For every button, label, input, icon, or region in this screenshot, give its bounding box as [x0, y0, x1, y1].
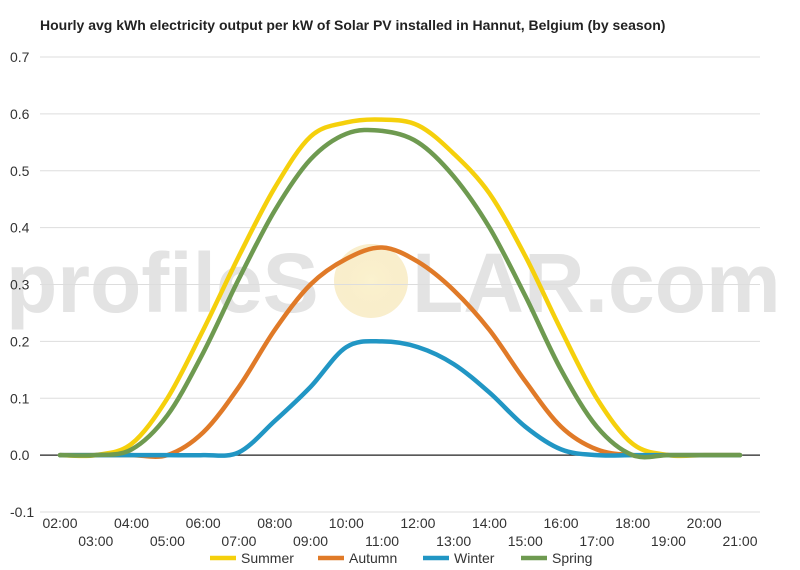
chart-title: Hourly avg kWh electricity output per kW…: [40, 17, 666, 33]
x-tick-label: 05:00: [150, 533, 185, 549]
x-tick-label: 16:00: [544, 515, 579, 531]
series-lines: [57, 117, 743, 460]
x-tick-label: 17:00: [579, 533, 614, 549]
legend-label-winter: Winter: [454, 550, 495, 566]
x-tick-label: 09:00: [293, 533, 328, 549]
x-tick-label: 19:00: [651, 533, 686, 549]
sun-logo-icon: [334, 244, 408, 318]
x-tick-label: 04:00: [114, 515, 149, 531]
x-tick-label: 13:00: [436, 533, 471, 549]
legend: Summer Autumn Winter Spring: [210, 550, 592, 566]
legend-label-summer: Summer: [241, 550, 294, 566]
x-tick-label: 10:00: [329, 515, 364, 531]
x-tick-label: 06:00: [186, 515, 221, 531]
legend-label-autumn: Autumn: [349, 550, 397, 566]
x-axis-ticks: 02:0003:0004:0005:0006:0007:0008:0009:00…: [42, 515, 757, 549]
gridlines: [40, 56, 760, 513]
profilesolar-watermark: profileS LAR.com: [6, 236, 781, 330]
legend-label-spring: Spring: [552, 550, 592, 566]
y-tick-label: 0.0: [10, 447, 30, 463]
x-tick-label: 02:00: [42, 515, 77, 531]
series-line-spring: [57, 127, 743, 460]
x-tick-label: 07:00: [221, 533, 256, 549]
x-tick-label: 12:00: [400, 515, 435, 531]
x-tick-label: 18:00: [615, 515, 650, 531]
y-tick-label: 0.4: [10, 220, 30, 236]
y-tick-label: 0.2: [10, 333, 30, 349]
y-tick-label: 0.1: [10, 390, 30, 406]
x-tick-label: 08:00: [257, 515, 292, 531]
y-tick-label: 0.6: [10, 106, 30, 122]
y-tick-label: 0.3: [10, 277, 30, 293]
x-tick-label: 03:00: [78, 533, 113, 549]
x-tick-label: 15:00: [508, 533, 543, 549]
series-line-summer: [57, 117, 743, 459]
y-tick-label: 0.7: [10, 49, 30, 65]
watermark-text-right: LAR.com: [412, 236, 781, 330]
x-tick-label: 21:00: [722, 533, 757, 549]
y-axis-ticks: -0.1 0.0 0.1 0.2 0.3 0.4 0.5 0.6 0.7: [10, 49, 34, 520]
x-tick-label: 14:00: [472, 515, 507, 531]
watermark-text-left: profileS: [6, 236, 319, 330]
y-tick-label: -0.1: [10, 504, 34, 520]
x-tick-label: 11:00: [365, 533, 399, 549]
y-tick-label: 0.5: [10, 163, 30, 179]
x-tick-label: 20:00: [687, 515, 722, 531]
